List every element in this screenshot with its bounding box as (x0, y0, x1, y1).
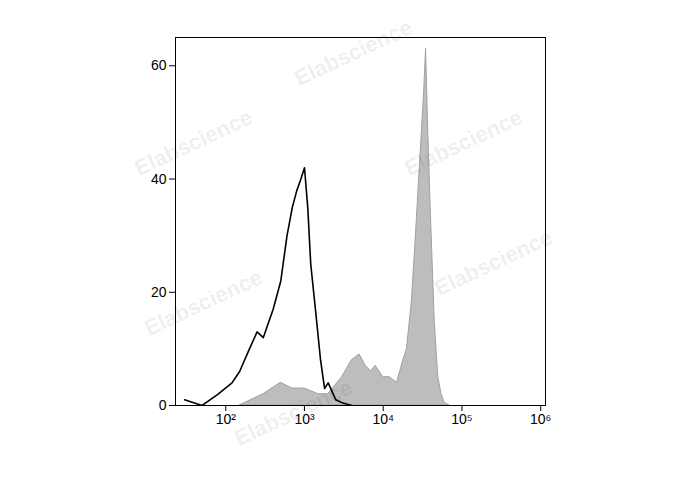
svg-text:20: 20 (151, 284, 167, 300)
svg-text:10²: 10² (216, 411, 237, 427)
svg-text:10³: 10³ (294, 411, 315, 427)
svg-text:10⁵: 10⁵ (451, 411, 472, 427)
svg-text:10⁶: 10⁶ (530, 411, 551, 427)
svg-text:40: 40 (151, 171, 167, 187)
svg-text:10⁴: 10⁴ (372, 411, 394, 427)
svg-text:0: 0 (159, 397, 167, 413)
svg-text:60: 60 (151, 57, 167, 73)
